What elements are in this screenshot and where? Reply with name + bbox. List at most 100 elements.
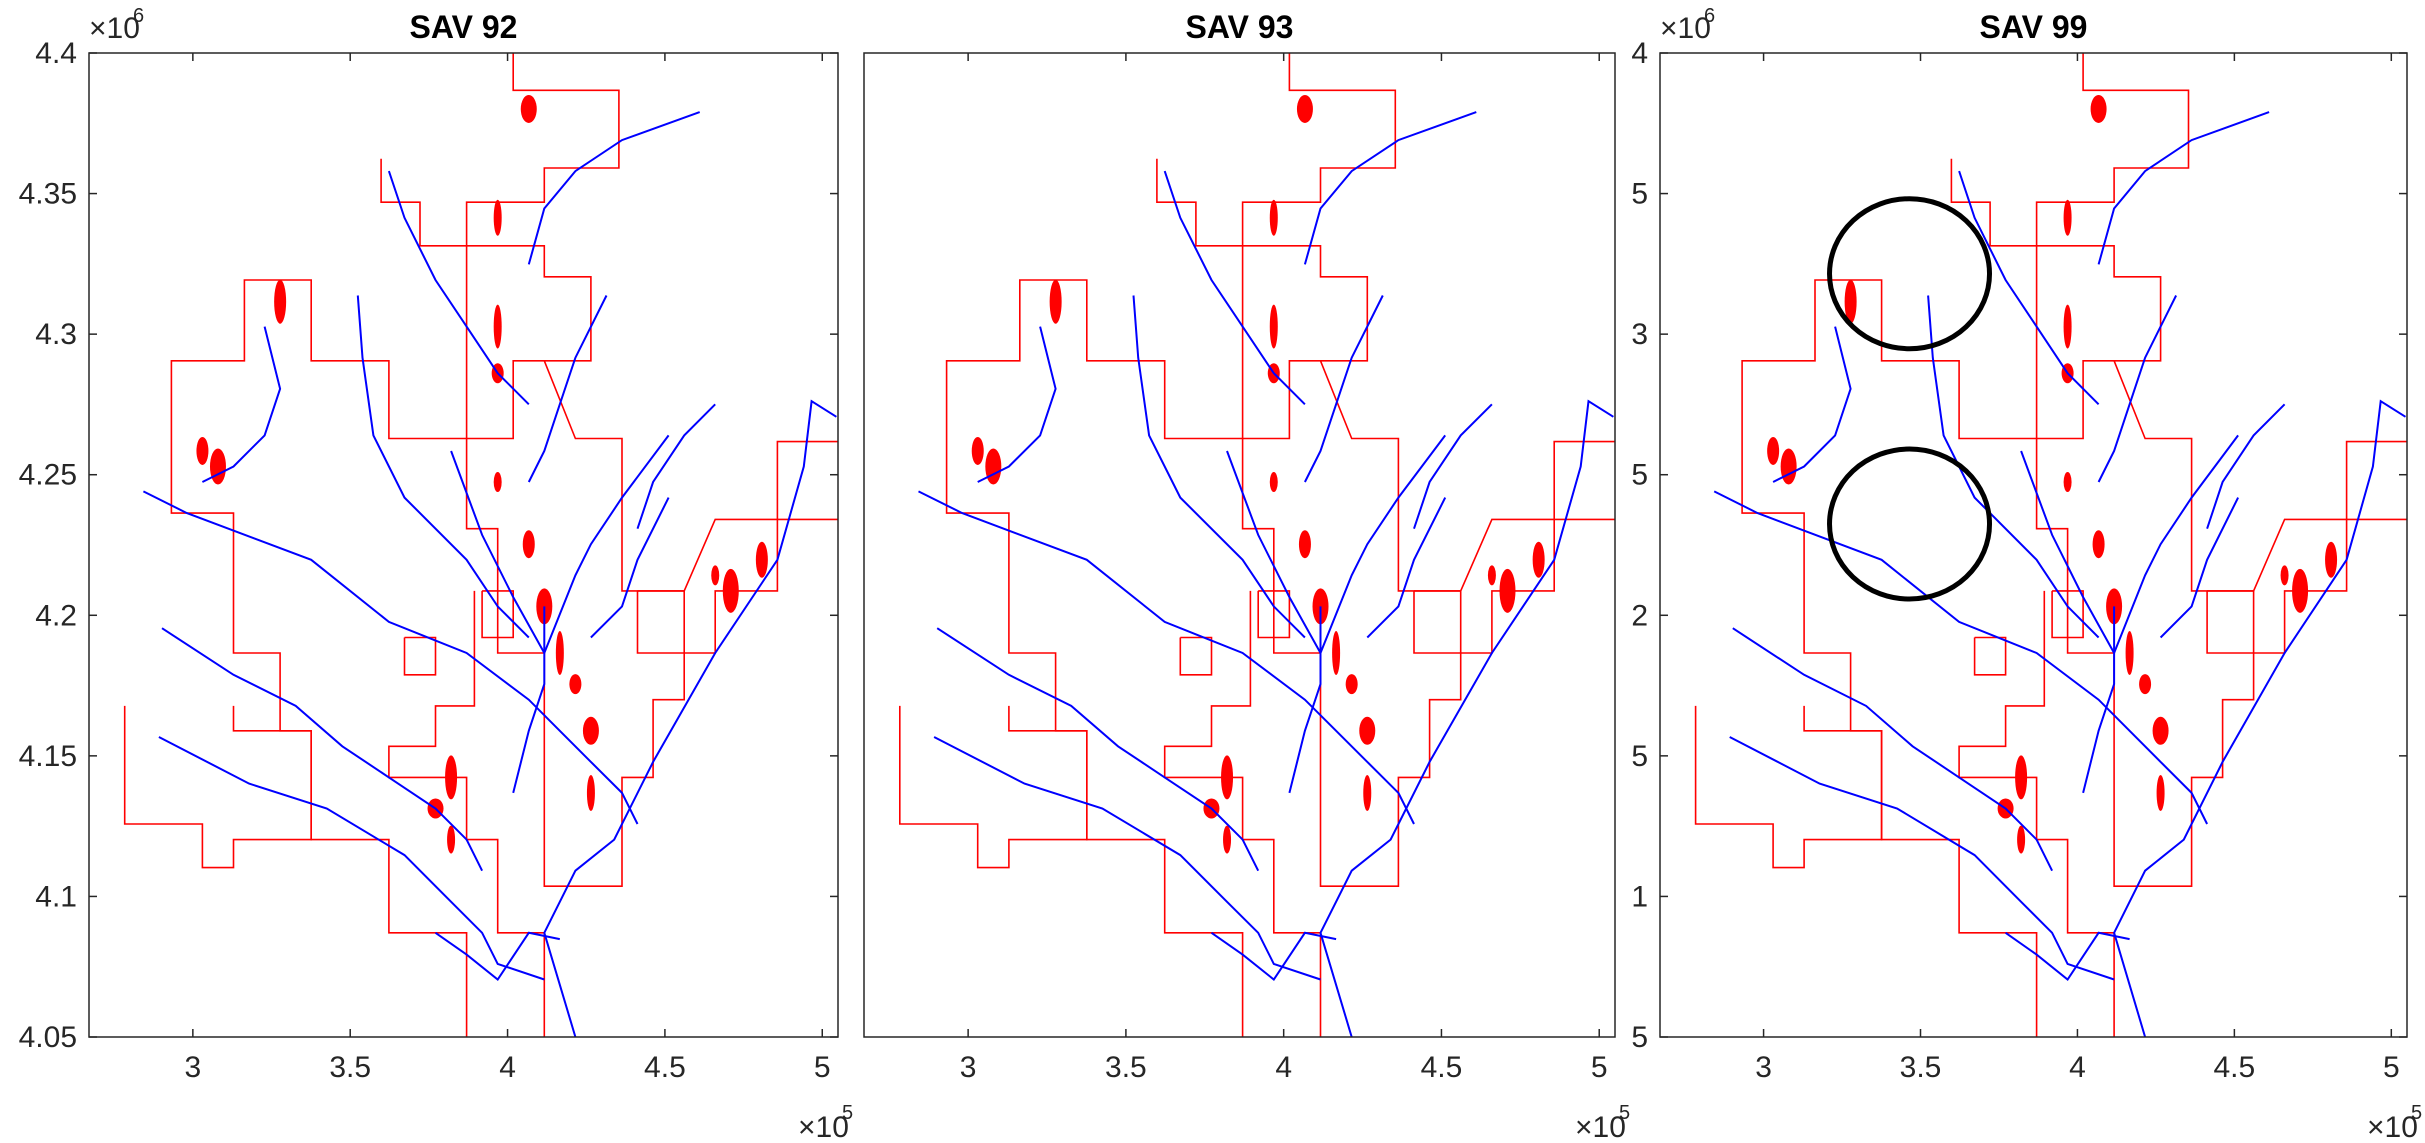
axes-box — [863, 52, 1616, 1038]
map-layer — [123, 53, 838, 1037]
shoreline — [356, 295, 530, 639]
shoreline — [2113, 434, 2239, 654]
sav-bed — [1269, 472, 1278, 493]
x-tick-label: 3.5 — [329, 1051, 371, 1084]
shoreline — [1772, 326, 1852, 483]
sav-bed — [2015, 755, 2028, 800]
sav-boundary — [636, 590, 686, 654]
sav-bed — [209, 448, 226, 485]
sav-bed — [1359, 716, 1376, 745]
y-tick-label: 5 — [1631, 459, 1648, 492]
sav-bed — [555, 631, 564, 676]
shoreline — [1319, 434, 1446, 654]
x-tick-label: 4 — [499, 1051, 516, 1084]
shoreline — [543, 434, 670, 654]
x-tick-label: 5 — [814, 1051, 831, 1084]
x-tick-label: 3.5 — [1105, 1051, 1147, 1084]
shoreline — [2097, 111, 2270, 265]
shoreline — [1413, 403, 1493, 530]
shoreline — [1303, 111, 1477, 265]
sav-bed — [1221, 755, 1234, 800]
sav-bed — [582, 716, 599, 745]
map-layer — [1694, 53, 2407, 1037]
sav-bed — [1298, 530, 1311, 559]
shoreline — [2020, 450, 2115, 654]
sav-bed — [2063, 304, 2072, 349]
shoreline — [142, 490, 639, 825]
y-exponent: 6 — [133, 5, 144, 27]
sav-boundary — [1413, 590, 1462, 654]
x-tick-label: 4 — [2069, 1051, 2086, 1084]
sav-bed — [569, 674, 582, 695]
sav-boundary — [2035, 53, 2407, 888]
sav-bed — [2125, 631, 2134, 676]
sav-bed — [1049, 279, 1062, 324]
sav-bed — [1532, 541, 1545, 578]
y-tick-label: 3 — [1631, 318, 1648, 351]
x-tick-label: 3 — [185, 1051, 202, 1084]
y-exponent: 6 — [1704, 5, 1715, 27]
sav-bed — [2017, 825, 2026, 854]
sav-bed — [971, 436, 984, 465]
sav-bed — [2280, 565, 2289, 586]
x-tick-label: 4.5 — [644, 1051, 686, 1084]
shoreline — [936, 627, 1260, 872]
sav-bed — [445, 755, 458, 800]
shoreline — [636, 403, 716, 530]
highlight-circle — [1827, 446, 1993, 602]
y-multiplier: ×10 — [1660, 12, 1711, 45]
shoreline — [1304, 295, 1384, 483]
shoreline — [1163, 170, 1306, 406]
sav-boundary — [898, 705, 1088, 869]
sav-boundary — [123, 705, 313, 869]
sav-bed — [2156, 774, 2165, 811]
shoreline — [590, 497, 670, 639]
sav-boundary — [1741, 158, 2038, 1037]
shoreline — [933, 736, 1321, 981]
y-multiplier: ×10 — [89, 12, 140, 45]
shoreline — [2082, 606, 2116, 794]
y-tick-label: 4.25 — [19, 459, 77, 492]
x-tick-label: 3 — [960, 1051, 977, 1084]
sav-boundary — [481, 590, 515, 639]
sav-boundary — [388, 590, 546, 1037]
panel-title: SAV 99 — [1980, 9, 2088, 45]
shoreline — [543, 399, 837, 1037]
panel-title: SAV 93 — [1186, 9, 1294, 45]
shoreline — [977, 326, 1057, 483]
y-tick-label: 5 — [1631, 740, 1648, 773]
sav-bed — [447, 825, 456, 854]
sav-bed — [493, 472, 502, 493]
shoreline — [2005, 931, 2130, 981]
y-tick-label: 5 — [1631, 178, 1648, 211]
sav-bed — [755, 541, 768, 578]
sav-bed — [711, 565, 720, 586]
sav-bed — [2292, 568, 2309, 613]
sav-bed — [493, 304, 502, 349]
shoreline — [158, 736, 545, 981]
y-tick-label: 4 — [1631, 37, 1648, 70]
x-tick-label: 5 — [2383, 1051, 2400, 1084]
sav-bed — [2092, 530, 2105, 559]
sav-bed — [2063, 472, 2072, 493]
y-tick-label: 4.2 — [35, 599, 77, 632]
sav-bed — [522, 530, 535, 559]
highlight-circle — [1827, 196, 1993, 352]
sav-boundary — [1257, 590, 1291, 639]
y-tick-label: 4.1 — [35, 880, 77, 913]
x-tick-label: 4.5 — [2214, 1051, 2256, 1084]
shoreline — [512, 606, 546, 794]
sav-bed — [722, 568, 739, 613]
shoreline — [2097, 295, 2177, 483]
x-tick-label: 3 — [1755, 1051, 1772, 1084]
shoreline — [1366, 497, 1447, 639]
x-tick-label: 5 — [1591, 1051, 1608, 1084]
shoreline — [1927, 295, 2100, 639]
sav-bed — [1780, 448, 1797, 485]
shoreline — [161, 627, 483, 872]
shoreline — [201, 326, 282, 483]
y-tick-label: 4.4 — [35, 37, 77, 70]
sav-boundary — [1973, 636, 2007, 676]
